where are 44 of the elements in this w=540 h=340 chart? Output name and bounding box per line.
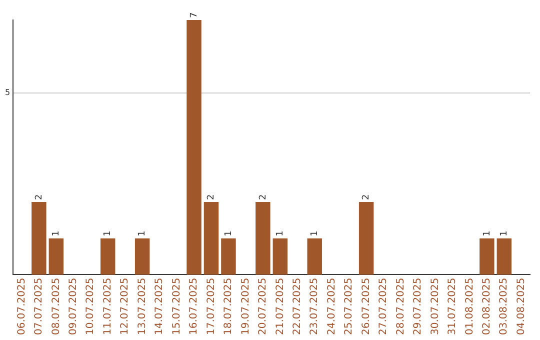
- x-tick-label: 06.07.2025: [16, 278, 28, 336]
- x-tick-label: 31.07.2025: [447, 278, 458, 336]
- x-tick-label: 10.07.2025: [85, 278, 96, 336]
- x-tick-label: 01.08.2025: [464, 278, 476, 336]
- x-tick-label: 29.07.2025: [412, 278, 424, 336]
- x-tick-label: 08.07.2025: [50, 278, 62, 336]
- data-label: 1: [500, 230, 510, 236]
- x-tick-label: 17.07.2025: [206, 278, 217, 336]
- x-tick-label: 04.08.2025: [516, 278, 527, 336]
- x-tick-label: 13.07.2025: [136, 278, 148, 336]
- x-tick-label: 23.07.2025: [309, 278, 320, 336]
- data-label: 7: [189, 12, 200, 18]
- x-tick-label: 07.07.2025: [34, 278, 45, 336]
- x-tick-label: 12.07.2025: [120, 278, 131, 336]
- x-tick-label: 11.07.2025: [102, 278, 114, 336]
- x-tick-label: 20.07.2025: [258, 278, 269, 336]
- x-tick-label: 24.07.2025: [326, 278, 338, 336]
- x-tick-label: 25.07.2025: [344, 278, 355, 336]
- x-tick-label: 03.08.2025: [498, 278, 510, 336]
- x-tick-label: 30.07.2025: [430, 278, 441, 336]
- y-tick-label: 5: [4, 88, 10, 97]
- x-tick-label: 19.07.2025: [240, 278, 252, 336]
- data-label: 1: [103, 230, 114, 236]
- x-tick-label: 09.07.2025: [68, 278, 79, 336]
- data-label: 1: [310, 230, 320, 236]
- x-tick-label: 27.07.2025: [378, 278, 390, 336]
- data-label: 2: [362, 194, 372, 200]
- x-tick-label: 16.07.2025: [188, 278, 200, 336]
- x-tick-label: 21.07.2025: [274, 278, 286, 336]
- x-tick-label: 18.07.2025: [223, 278, 234, 336]
- data-label: 1: [482, 230, 492, 236]
- data-label: 1: [276, 230, 286, 236]
- data-label: 2: [258, 194, 268, 200]
- x-tick-label: 02.08.2025: [482, 278, 493, 336]
- x-tick-label: 14.07.2025: [154, 278, 166, 336]
- x-tick-label: 22.07.2025: [292, 278, 303, 336]
- x-tick-label: 15.07.2025: [171, 278, 182, 336]
- x-tick-label: 26.07.2025: [360, 278, 372, 336]
- data-label: 1: [138, 230, 148, 236]
- data-label: 1: [224, 230, 234, 236]
- data-label: 1: [52, 230, 62, 236]
- x-tick-label: 28.07.2025: [395, 278, 406, 336]
- data-label: 2: [34, 194, 44, 200]
- data-label: 2: [206, 194, 217, 200]
